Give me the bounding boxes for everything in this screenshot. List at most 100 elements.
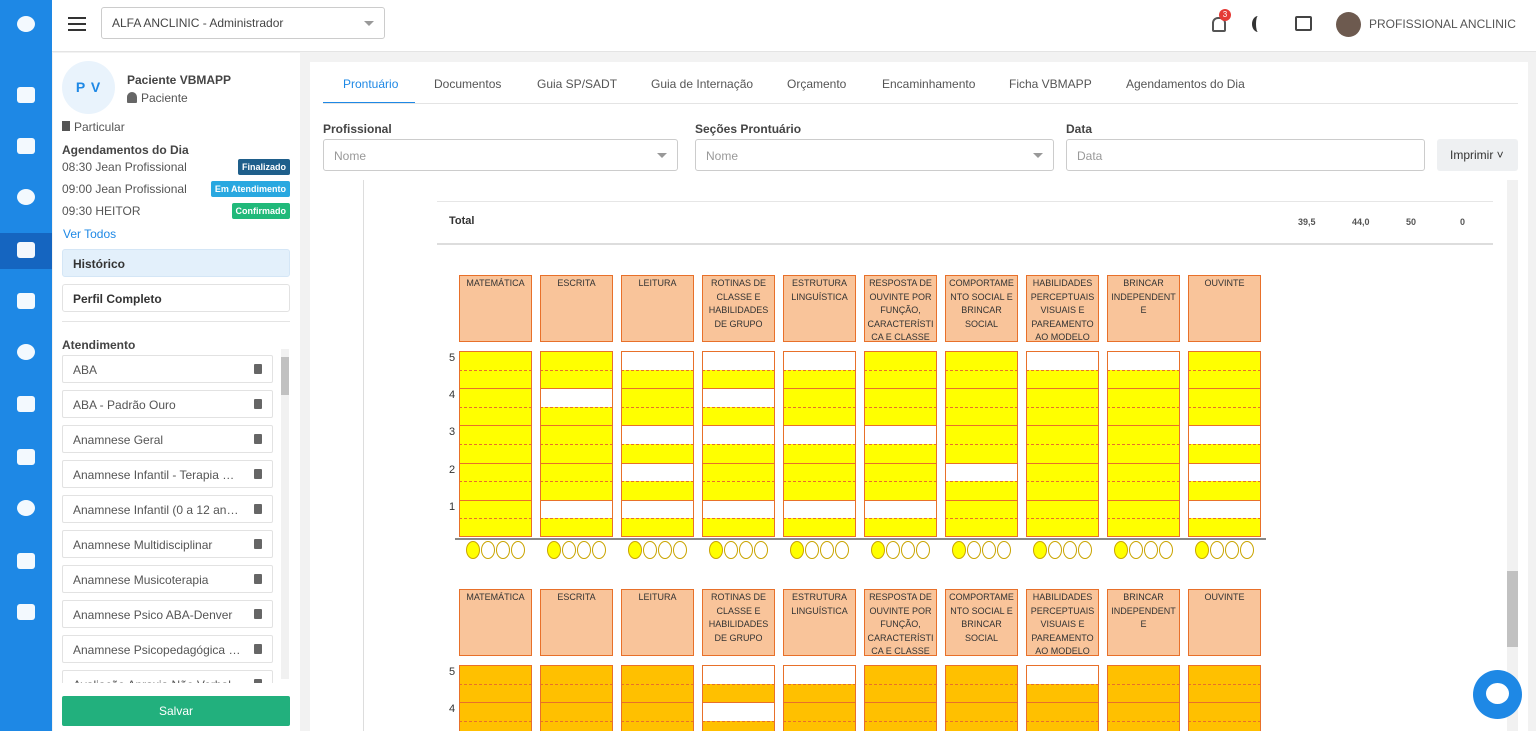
- tab[interactable]: Ficha VBMAPP: [1009, 77, 1092, 91]
- milestone-cell: [864, 499, 937, 519]
- tab[interactable]: Prontuário: [343, 77, 399, 91]
- filter-input[interactable]: Nome: [323, 139, 678, 171]
- theme-toggle[interactable]: [1252, 16, 1264, 32]
- nav-icon[interactable]: [17, 189, 35, 205]
- attendance-item[interactable]: ABA - Padrão Ouro: [62, 390, 273, 418]
- milestone-cell: [1026, 665, 1099, 684]
- menu-button[interactable]: [68, 17, 86, 31]
- avatar[interactable]: [1336, 12, 1361, 37]
- milestone-cell: [1107, 388, 1180, 407]
- save-button[interactable]: Salvar: [62, 696, 290, 726]
- nav-icon[interactable]: [17, 604, 35, 620]
- milestone-cell: [1188, 683, 1261, 703]
- tab[interactable]: Guia SP/SADT: [537, 77, 618, 91]
- milestone-circle: [496, 541, 510, 559]
- milestone-cell: [1107, 406, 1180, 426]
- milestone-cell: [702, 481, 775, 500]
- filter-input[interactable]: Data: [1066, 139, 1425, 171]
- milestone-cell: [783, 369, 856, 389]
- milestone-cell: [621, 702, 694, 721]
- milestone-circle: [886, 541, 900, 559]
- column-header: ESTRUTURA LINGUÍSTICA: [783, 275, 856, 342]
- nav-icon[interactable]: [17, 553, 35, 569]
- milestone-cell: [864, 462, 937, 482]
- milestone-cell: [1188, 665, 1261, 684]
- milestone-cell: [1026, 702, 1099, 721]
- nav-icon[interactable]: [17, 242, 35, 258]
- nav-button[interactable]: Histórico: [62, 249, 290, 277]
- role-text: Paciente: [141, 91, 188, 105]
- column-header: ESCRITA: [540, 275, 613, 342]
- nav-icon[interactable]: [17, 396, 35, 412]
- status-badge: Confirmado: [231, 203, 290, 219]
- user-name[interactable]: PROFISSIONAL ANCLINIC: [1369, 17, 1516, 31]
- milestone-circle: [754, 541, 768, 559]
- nav-icon[interactable]: [17, 449, 35, 465]
- agenda-title: Agendamentos do Dia: [62, 143, 189, 157]
- see-all[interactable]: Ver Todos: [63, 227, 117, 241]
- nav-button[interactable]: Perfil Completo: [62, 284, 290, 312]
- column-header: COMPORTAMENTO SOCIAL E BRINCAR SOCIAL: [945, 275, 1018, 342]
- milestone-circle: [952, 541, 966, 559]
- tab[interactable]: Orçamento: [787, 77, 847, 91]
- chat-widget[interactable]: [1473, 670, 1522, 719]
- milestone-circle: [1144, 541, 1158, 559]
- milestone-cell: [459, 702, 532, 721]
- nav-icon[interactable]: [17, 344, 35, 360]
- milestone-cell: [702, 406, 775, 426]
- agenda-item: 09:30 HEITOR: [62, 204, 141, 218]
- milestone-cell: [783, 720, 856, 731]
- nav-icon[interactable]: [17, 87, 35, 103]
- milestone-cell: [1188, 369, 1261, 389]
- milestone-cell: [864, 406, 937, 426]
- milestone-cell: [621, 369, 694, 389]
- nav-icon[interactable]: [17, 138, 35, 154]
- inner-border: [363, 180, 364, 731]
- milestone-cell: [702, 683, 775, 703]
- org-select[interactable]: ALFA ANCLINIC - Administrador: [101, 7, 385, 39]
- column-header: HABILIDADES PERCEPTUAIS VISUAIS E PAREAM…: [1026, 589, 1099, 656]
- milestone-cell: [864, 720, 937, 731]
- attendance-item[interactable]: Anamnese Psicopedagógica - Escolar: [62, 635, 273, 663]
- nav-icon[interactable]: [17, 293, 35, 309]
- tab[interactable]: Agendamentos do Dia: [1126, 77, 1245, 91]
- total-value: 50: [1406, 217, 1417, 227]
- tab[interactable]: Encaminhamento: [882, 77, 976, 91]
- milestone-cell: [1188, 351, 1261, 370]
- milestone-circle: [967, 541, 981, 559]
- attendance-item[interactable]: Anamnese Infantil - Terapia Ocupacional: [62, 460, 273, 488]
- milestone-cell: [864, 518, 937, 537]
- milestone-cell: [1026, 462, 1099, 482]
- milestone-cell: [864, 351, 937, 370]
- chat[interactable]: [1295, 16, 1312, 31]
- attendance-item[interactable]: Anamnese Infantil (0 a 12 anos): [62, 495, 273, 523]
- scrollbar: [281, 349, 289, 679]
- milestone-circle: [871, 541, 885, 559]
- milestone-cell: [1107, 481, 1180, 500]
- milestone-cell: [1107, 462, 1180, 482]
- attendance-item[interactable]: Anamnese Psico ABA-Denver: [62, 600, 273, 628]
- attendance-item[interactable]: Anamnese Musicoterapia: [62, 565, 273, 593]
- attendance-item[interactable]: Anamnese Multidisciplinar: [62, 530, 273, 558]
- logo[interactable]: [17, 16, 35, 32]
- column-header: BRINCAR INDEPENDENTE: [1107, 275, 1180, 342]
- tab[interactable]: Guia de Internação: [651, 77, 754, 91]
- print-button[interactable]: Imprimir ˅: [1437, 139, 1518, 171]
- milestone-cell: [945, 665, 1018, 684]
- milestone-circle: [805, 541, 819, 559]
- milestone-cell: [459, 518, 532, 537]
- milestone-cell: [702, 369, 775, 389]
- milestone-cell: [459, 406, 532, 426]
- milestone-circle: [1114, 541, 1128, 559]
- tab[interactable]: Documentos: [434, 77, 502, 91]
- milestone-cell: [459, 462, 532, 482]
- initials: P V: [62, 61, 115, 114]
- attendance-item[interactable]: ABA: [62, 355, 273, 383]
- attendance-item[interactable]: Anamnese Geral: [62, 425, 273, 453]
- attendance-item[interactable]: Avaliação Apraxia Não Verbal: [62, 670, 273, 683]
- nav-icon[interactable]: [17, 500, 35, 516]
- filter-input[interactable]: Nome: [695, 139, 1054, 171]
- milestone-cell: [702, 720, 775, 731]
- milestone-cell: [864, 444, 937, 463]
